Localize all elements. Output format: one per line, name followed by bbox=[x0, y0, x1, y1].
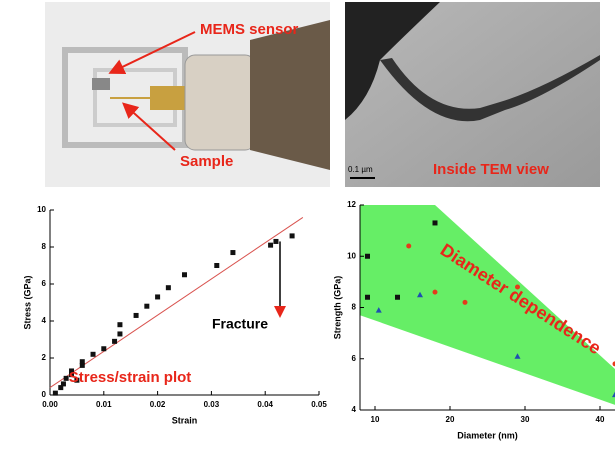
y-tick-label: 0 bbox=[42, 390, 47, 399]
x-tick-label: 0.03 bbox=[204, 400, 220, 409]
y-axis-label: Stress (GPa) bbox=[22, 275, 32, 329]
point bbox=[365, 254, 370, 259]
x-tick-label: 40 bbox=[596, 415, 605, 424]
y-tick-label: 6 bbox=[42, 279, 47, 288]
annotation: Fracture bbox=[212, 316, 268, 332]
x-tick-label: 0.05 bbox=[311, 400, 327, 409]
point bbox=[112, 339, 117, 344]
point bbox=[91, 352, 96, 357]
y-tick-label: 10 bbox=[347, 251, 356, 260]
point bbox=[155, 294, 160, 299]
point bbox=[406, 244, 411, 249]
point bbox=[433, 290, 438, 295]
y-tick-label: 2 bbox=[42, 353, 47, 362]
x-tick-label: 20 bbox=[446, 415, 455, 424]
point bbox=[290, 233, 295, 238]
point bbox=[395, 295, 400, 300]
y-tick-label: 4 bbox=[352, 405, 357, 414]
y-tick-label: 12 bbox=[347, 200, 356, 209]
point bbox=[117, 322, 122, 327]
x-tick-label: 0.04 bbox=[257, 400, 273, 409]
band-area bbox=[360, 205, 615, 405]
point bbox=[61, 381, 66, 386]
point bbox=[463, 300, 468, 305]
y-tick-label: 4 bbox=[42, 316, 47, 325]
point bbox=[230, 250, 235, 255]
point bbox=[214, 263, 219, 268]
point bbox=[117, 331, 122, 336]
tem-photo: 0.1 µm Inside TEM view bbox=[345, 2, 600, 187]
x-axis-label: Strain bbox=[172, 415, 198, 425]
chart: 0.00 0.01 0.02 0.03 0.04 0.05 0 2 4 6 8 10 Strain Str… bbox=[22, 205, 327, 425]
y-tick-label: 6 bbox=[352, 354, 357, 363]
page: MEMS sensor Sample 0.1 µm Inside TEM vie… bbox=[0, 0, 615, 450]
sensor-photo: MEMS sensor Sample bbox=[45, 2, 330, 187]
photo-label: Sample bbox=[180, 153, 233, 170]
point bbox=[80, 359, 85, 364]
figure: MEMS sensor Sample 0.1 µm Inside TEM vie… bbox=[0, 0, 615, 450]
annotation: Stress/strain plot bbox=[69, 369, 192, 386]
x-tick-label: 30 bbox=[521, 415, 530, 424]
y-tick-label: 10 bbox=[37, 205, 46, 214]
point bbox=[134, 313, 139, 318]
point bbox=[53, 391, 58, 396]
scale-label: 0.1 µm bbox=[348, 165, 373, 174]
fit-line bbox=[50, 217, 303, 387]
y-axis-label: Strength (GPa) bbox=[332, 276, 342, 340]
x-axis-label: Diameter (nm) bbox=[457, 430, 518, 440]
point bbox=[166, 285, 171, 290]
x-tick-label: 0.00 bbox=[42, 400, 58, 409]
point bbox=[365, 295, 370, 300]
x-tick-label: 10 bbox=[371, 415, 380, 424]
point bbox=[144, 304, 149, 309]
chart: 10 20 30 40 4 6 8 10 12 Diameter (nm) Strength (GP… bbox=[332, 200, 615, 440]
x-tick-label: 0.01 bbox=[96, 400, 112, 409]
point bbox=[101, 346, 106, 351]
point bbox=[182, 272, 187, 277]
point bbox=[433, 220, 438, 225]
x-tick-label: 0.02 bbox=[150, 400, 166, 409]
point bbox=[273, 239, 278, 244]
y-tick-label: 8 bbox=[42, 242, 47, 251]
y-tick-label: 8 bbox=[352, 303, 357, 312]
photo-label: MEMS sensor bbox=[200, 21, 299, 38]
point bbox=[268, 243, 273, 248]
photo-label: Inside TEM view bbox=[433, 161, 549, 178]
